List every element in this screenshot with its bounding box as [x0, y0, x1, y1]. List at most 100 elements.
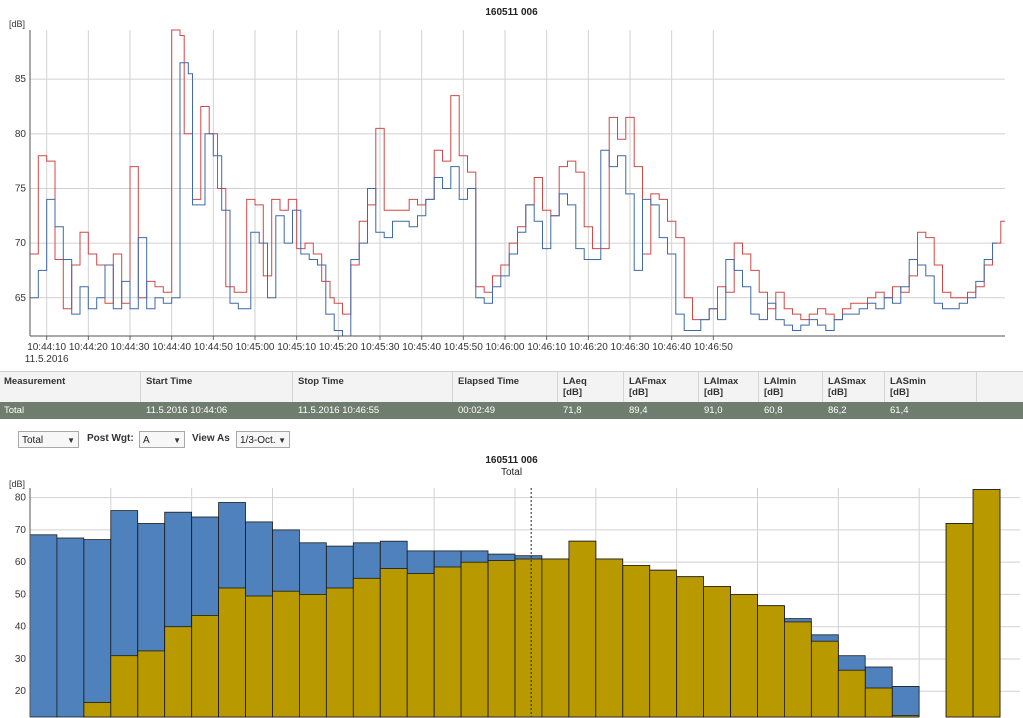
post-wgt-value: A: [143, 435, 150, 446]
gold-bar[interactable]: [191, 615, 219, 718]
bottom-y-tick-label: 50: [15, 589, 27, 600]
col-laimax[interactable]: LAImax [dB]: [704, 376, 738, 398]
measurement-select[interactable]: Total ▼: [18, 431, 79, 448]
col-lasmax[interactable]: LASmax [dB]: [828, 376, 866, 398]
gold-bar[interactable]: [730, 594, 758, 718]
col-laimax-unit: [dB]: [704, 387, 723, 398]
top-y-tick-label: 85: [15, 74, 27, 85]
top-x-date-label: 11.5.2016: [25, 354, 69, 365]
gold-bar[interactable]: [487, 560, 516, 718]
gold-bar[interactable]: [379, 568, 408, 718]
gold-bar[interactable]: [83, 702, 112, 718]
gold-bar[interactable]: [272, 590, 300, 718]
col-stop-time[interactable]: Stop Time: [298, 376, 344, 387]
top-x-tick-label: 10:44:30: [111, 342, 150, 353]
col-laimin[interactable]: LAImin [dB]: [764, 376, 796, 398]
bottom-y-tick-label: 70: [15, 525, 27, 536]
gold-bar[interactable]: [110, 655, 139, 718]
top-x-tick-label: 10:44:50: [194, 342, 233, 353]
cell-lafmax: 89,4: [629, 405, 648, 416]
top-x-tick-label: 10:44:10: [27, 342, 66, 353]
chevron-down-icon: ▼: [278, 436, 286, 445]
bottom-y-tick-label: 20: [15, 686, 27, 697]
gold-bar[interactable]: [945, 523, 974, 718]
col-laimax-name: LAImax: [704, 376, 739, 387]
gold-bar[interactable]: [164, 626, 192, 718]
cell-laimax: 91,0: [704, 405, 723, 416]
bottom-chart-title: 160511 006: [485, 455, 538, 466]
top-x-tick-label: 10:46:20: [569, 342, 608, 353]
gold-bar[interactable]: [622, 565, 651, 718]
bottom-y-unit: [dB]: [9, 479, 25, 489]
top-x-tick-label: 10:46:40: [652, 342, 691, 353]
gold-bar[interactable]: [568, 540, 597, 718]
measurement-select-value: Total: [22, 435, 44, 446]
top-x-tick-label: 10:45:30: [361, 342, 400, 353]
col-lasmin[interactable]: LASmin [dB]: [890, 376, 926, 398]
gold-bar[interactable]: [137, 650, 166, 718]
gold-bar[interactable]: [460, 561, 489, 718]
top-x-tick-label: 10:45:50: [444, 342, 483, 353]
col-laimin-name: LAImin: [764, 376, 797, 387]
col-laimin-unit: [dB]: [764, 387, 783, 398]
blue-bar[interactable]: [891, 686, 920, 718]
gold-bar[interactable]: [703, 586, 731, 718]
cell-start-time: 11.5.2016 10:44:06: [146, 405, 228, 416]
gold-bar[interactable]: [972, 489, 1001, 718]
gold-bar[interactable]: [245, 595, 273, 718]
top-y-tick-label: 70: [15, 238, 27, 249]
col-lafmax[interactable]: LAFmax [dB]: [629, 376, 666, 398]
table-row[interactable]: Total 11.5.2016 10:44:06 11.5.2016 10:46…: [0, 402, 1023, 419]
cell-lasmin: 61,4: [890, 405, 909, 416]
summary-header: Measurement Start Time Stop Time Elapsed…: [0, 371, 1023, 404]
top-x-tick-label: 10:45:10: [277, 342, 316, 353]
col-laeq-unit: [dB]: [563, 387, 582, 398]
top-x-tick-label: 10:46:30: [611, 342, 650, 353]
gold-bar[interactable]: [676, 576, 705, 718]
col-laeq[interactable]: LAeq [dB]: [563, 376, 587, 398]
gold-bar[interactable]: [837, 669, 866, 718]
gold-bar[interactable]: [811, 640, 839, 718]
top-y-unit: [dB]: [9, 19, 25, 29]
col-start-time[interactable]: Start Time: [146, 376, 193, 387]
view-as-select[interactable]: 1/3-Oct. ▼: [236, 431, 290, 448]
gold-bar[interactable]: [595, 558, 624, 718]
top-y-tick-label: 80: [15, 129, 27, 140]
col-measurement[interactable]: Measurement: [4, 376, 66, 387]
col-lasmin-name: LASmin: [890, 376, 926, 387]
top-x-tick-label: 10:46:00: [486, 342, 525, 353]
gold-bar[interactable]: [298, 594, 327, 718]
col-lasmin-unit: [dB]: [890, 387, 909, 398]
blue-bar[interactable]: [29, 534, 58, 718]
cell-stop-time: 11.5.2016 10:46:55: [298, 405, 380, 416]
cell-laimin: 60,8: [764, 405, 783, 416]
blue-bar[interactable]: [83, 539, 112, 718]
col-lasmax-name: LASmax: [828, 376, 867, 387]
gold-bar[interactable]: [325, 587, 354, 718]
gold-bar[interactable]: [433, 566, 462, 718]
top-chart-title: 160511 006: [485, 7, 538, 18]
blue-bar[interactable]: [56, 537, 85, 718]
gold-bar[interactable]: [784, 621, 812, 718]
gold-bar[interactable]: [891, 715, 920, 718]
gold-bar[interactable]: [649, 569, 678, 718]
top-x-tick-label: 10:46:10: [527, 342, 566, 353]
gold-bar[interactable]: [864, 687, 893, 718]
chevron-down-icon: ▼: [173, 436, 181, 445]
top-x-tick-label: 10:44:40: [152, 342, 191, 353]
gold-bar[interactable]: [352, 577, 381, 718]
post-wgt-select[interactable]: A ▼: [139, 431, 185, 448]
top-x-tick-label: 10:46:50: [694, 342, 733, 353]
gold-bar[interactable]: [541, 558, 570, 718]
gold-bar[interactable]: [757, 605, 785, 718]
gold-bar[interactable]: [218, 587, 246, 718]
bottom-y-tick-label: 80: [15, 493, 27, 504]
top-x-tick-label: 10:45:00: [236, 342, 275, 353]
bottom-y-tick-label: 40: [15, 622, 27, 633]
top-x-tick-label: 10:44:20: [69, 342, 108, 353]
col-elapsed-time[interactable]: Elapsed Time: [458, 376, 520, 387]
top-x-tick-label: 10:45:40: [402, 342, 441, 353]
gold-bar[interactable]: [406, 573, 435, 718]
cell-measurement: Total: [4, 405, 25, 416]
gold-bar[interactable]: [514, 558, 543, 718]
